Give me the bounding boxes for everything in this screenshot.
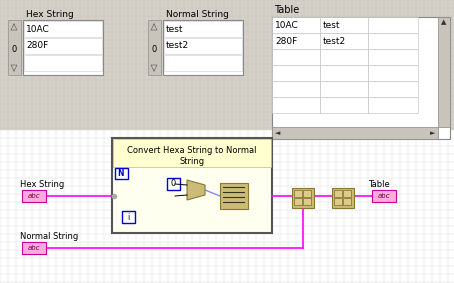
Bar <box>292 188 314 208</box>
Text: test: test <box>323 20 340 29</box>
Bar <box>320 33 368 49</box>
Bar <box>272 33 320 49</box>
Bar <box>24 55 102 71</box>
Bar <box>23 20 103 75</box>
Text: abc: abc <box>28 245 40 251</box>
Bar <box>112 138 272 233</box>
Bar <box>320 65 368 81</box>
Bar <box>113 139 271 167</box>
Bar <box>164 38 242 54</box>
Text: Table: Table <box>368 180 390 189</box>
Bar <box>332 188 354 208</box>
Text: test2: test2 <box>166 42 189 50</box>
Bar <box>122 211 135 223</box>
Text: 10AC: 10AC <box>26 25 50 33</box>
Bar <box>334 198 342 205</box>
Bar <box>438 17 450 127</box>
Bar <box>24 21 102 37</box>
Bar <box>0 130 454 283</box>
Text: ►: ► <box>430 130 435 136</box>
Bar <box>320 17 368 33</box>
Bar <box>303 198 311 205</box>
Text: i: i <box>127 213 129 222</box>
Text: Normal String: Normal String <box>20 232 78 241</box>
Text: Hex String: Hex String <box>20 180 64 189</box>
Bar <box>272 17 450 139</box>
Bar <box>272 97 320 113</box>
Bar <box>164 55 242 71</box>
Text: N: N <box>118 168 124 177</box>
Bar <box>343 190 351 197</box>
Bar <box>272 127 438 139</box>
Bar <box>320 97 368 113</box>
Bar <box>368 65 418 81</box>
Text: abc: abc <box>28 193 40 199</box>
Text: Normal String: Normal String <box>166 10 229 19</box>
Bar <box>320 49 368 65</box>
Bar <box>272 65 320 81</box>
Text: Table: Table <box>274 5 299 15</box>
Text: 280F: 280F <box>275 37 297 46</box>
Bar <box>24 38 102 54</box>
Bar <box>368 81 418 97</box>
Bar <box>22 242 46 254</box>
Bar <box>368 97 418 113</box>
Bar <box>303 190 311 197</box>
Bar <box>368 17 418 33</box>
Bar <box>220 183 248 209</box>
Bar <box>294 190 302 197</box>
Bar <box>8 20 21 75</box>
Bar <box>22 190 46 202</box>
Bar <box>164 21 242 37</box>
Bar <box>115 168 128 179</box>
Text: test: test <box>166 25 183 33</box>
Text: 0: 0 <box>11 44 17 53</box>
Text: abc: abc <box>378 193 390 199</box>
Bar <box>272 49 320 65</box>
Text: Hex String: Hex String <box>26 10 74 19</box>
Text: ◄: ◄ <box>275 130 281 136</box>
Bar <box>343 198 351 205</box>
Bar <box>334 190 342 197</box>
Bar <box>368 49 418 65</box>
Text: ▲: ▲ <box>441 19 447 25</box>
Text: test2: test2 <box>323 37 346 46</box>
Text: 280F: 280F <box>26 42 48 50</box>
Bar <box>368 33 418 49</box>
Bar <box>372 190 396 202</box>
Bar <box>148 20 161 75</box>
Bar <box>272 17 320 33</box>
Bar <box>163 20 243 75</box>
Polygon shape <box>187 180 205 200</box>
Text: 10AC: 10AC <box>275 20 299 29</box>
Bar <box>167 178 180 190</box>
Text: Convert Hexa String to Normal
String: Convert Hexa String to Normal String <box>127 146 257 166</box>
Text: 0: 0 <box>151 44 157 53</box>
Text: 0: 0 <box>170 179 176 188</box>
Bar <box>272 81 320 97</box>
Bar <box>294 198 302 205</box>
Bar <box>320 81 368 97</box>
